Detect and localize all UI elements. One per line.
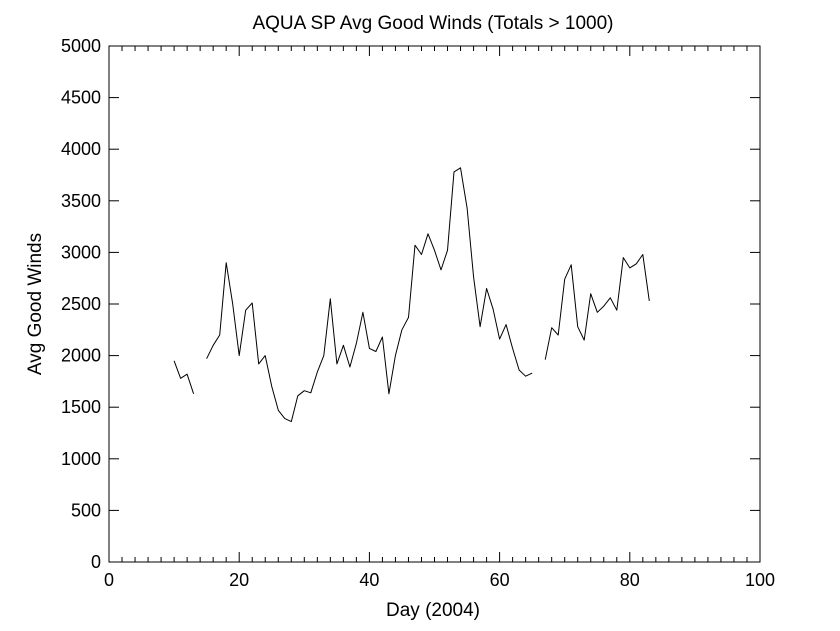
plot-frame <box>108 45 761 563</box>
y-tick-labels: 0 500 1000 1500 2000 2500 3000 3500 4000 4500 5000 <box>61 36 101 572</box>
y-tick-label: 5000 <box>61 36 101 56</box>
major-ticks <box>108 45 761 563</box>
x-tick-label: 100 <box>745 570 775 590</box>
y-tick-label: 4500 <box>61 88 101 108</box>
y-tick-label: 4000 <box>61 139 101 159</box>
chart-title: AQUA SP Avg Good Winds (Totals > 1000) <box>252 13 613 34</box>
series-line-segment-1 <box>173 360 195 394</box>
series-line-segment-2 <box>206 167 533 423</box>
x-tick-label: 60 <box>490 570 510 590</box>
minor-ticks <box>121 46 748 562</box>
y-tick-label: 500 <box>71 500 101 520</box>
x-tick-label: 80 <box>620 570 640 590</box>
x-tick-label: 0 <box>104 570 114 590</box>
y-tick-label: 0 <box>91 552 101 572</box>
series-lines <box>173 167 650 423</box>
y-tick-label: 1000 <box>61 449 101 469</box>
x-tick-labels: 0 20 40 60 80 100 <box>104 570 775 590</box>
y-tick-label: 3000 <box>61 242 101 262</box>
y-tick-label: 2000 <box>61 346 101 366</box>
x-tick-label: 20 <box>229 570 249 590</box>
series-line-segment-3 <box>544 254 650 360</box>
y-tick-label: 2500 <box>61 294 101 314</box>
x-axis-title: Day (2004) <box>386 600 480 621</box>
y-tick-label: 1500 <box>61 397 101 417</box>
y-axis-title: Avg Good Winds <box>25 233 46 375</box>
y-tick-label: 3500 <box>61 191 101 211</box>
x-tick-label: 40 <box>359 570 379 590</box>
